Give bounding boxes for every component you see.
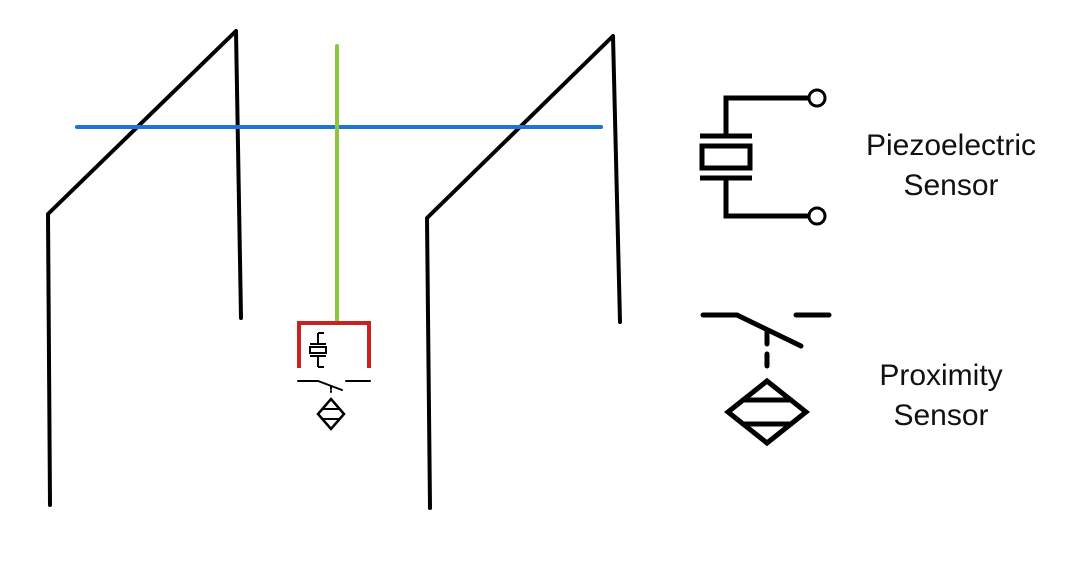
- piezoelectric-sensor-label-line2: Sensor: [903, 169, 999, 202]
- small-piezo-symbol: [309, 332, 327, 368]
- piezoelectric-sensor-icon: [699, 88, 827, 226]
- left-frame: [46, 29, 243, 507]
- left-frame-outline: [46, 29, 243, 507]
- right-frame-outline: [425, 34, 622, 510]
- small-proximity-symbol: [297, 380, 371, 431]
- sensor-wiring: [297, 321, 371, 368]
- proximity-sensor-label: Proximity Sensor: [821, 356, 1061, 436]
- proximity-sensor-label-line2: Sensor: [893, 399, 989, 432]
- proximity-sensor-label-line1: Proximity: [879, 359, 1003, 392]
- right-frame: [425, 34, 622, 510]
- sensor-assembly: [297, 321, 371, 431]
- piezoelectric-sensor-label-line1: Piezoelectric: [865, 129, 1037, 162]
- proximity-sensor-icon: [700, 312, 832, 447]
- piezoelectric-sensor-label: Piezoelectric Sensor: [831, 126, 1066, 206]
